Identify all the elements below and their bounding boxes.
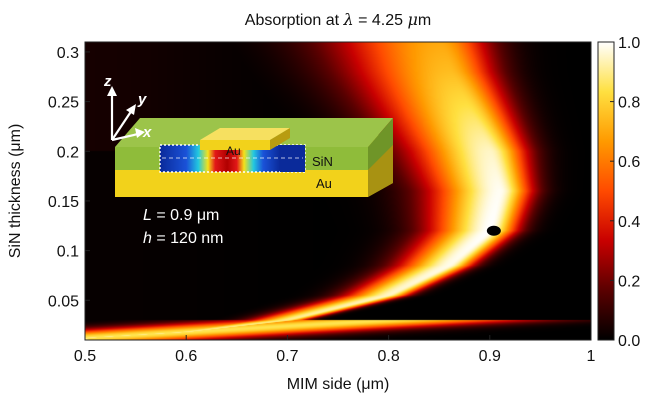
axes-indicator [107,86,145,142]
au-top-label: Au [226,144,241,158]
au-bottom-side [368,145,393,197]
y-tick-label: 0.3 [57,45,79,62]
au-patch-side [270,128,290,150]
annotation-L: L = 0.9 μm [143,207,219,224]
x-tick-label: 0.6 [175,348,197,365]
y-axis-title: SiN thickness (μm) [7,124,24,259]
y-tick-label: 0.2 [57,144,79,161]
x-tick-label: 0.7 [276,348,298,365]
au-patch-front [200,140,270,150]
operating-point-marker [486,225,501,236]
z-axis-label: z [103,73,112,90]
colorbar-gradient [597,41,615,341]
colorbar-ticks: 0.0 0.2 0.4 0.6 0.8 1.0 [610,35,640,350]
colorbar-tick-label: 0.0 [618,333,640,350]
au-bottom-label: Au [316,176,332,191]
colorbar-tick-label: 0.2 [618,273,640,290]
x-tick-label: 1 [587,348,596,365]
annotation-h: h = 120 nm [143,230,224,247]
colorbar: 0.0 0.2 0.4 0.6 0.8 1.0 [597,35,640,350]
y-tick-label: 0.1 [57,244,79,261]
chart-title: Absorption at λ = 4.25 μm [245,10,431,29]
sin-layer-side [368,118,393,170]
y-tick-label: 0.15 [48,194,79,211]
x-tick-label: 0.9 [479,348,501,365]
sin-label: SiN [312,154,333,169]
y-tick-label: 0.25 [48,95,79,112]
y-tick-label: 0.05 [48,293,79,310]
x-axis: 0.5 0.6 0.7 0.8 0.9 1 [74,335,596,365]
colorbar-tick-label: 0.8 [618,95,640,112]
x-tick-label: 0.5 [74,348,96,365]
x-axis-title: MIM side (μm) [287,376,390,393]
x-tick-label: 0.8 [377,348,399,365]
colorbar-tick-label: 1.0 [618,35,640,52]
y-axis-label: y [137,91,147,108]
colorbar-tick-label: 0.6 [618,154,640,171]
colorbar-tick-label: 0.4 [618,214,640,231]
plot-frame [84,41,592,341]
au-bottom-front [115,170,368,197]
au-patch-top [200,128,290,140]
x-axis-label: x [142,124,152,141]
device-inset: Au SiN Au z y x [103,73,393,197]
y-axis: 0.05 0.1 0.15 0.2 0.25 0.3 [48,45,90,310]
